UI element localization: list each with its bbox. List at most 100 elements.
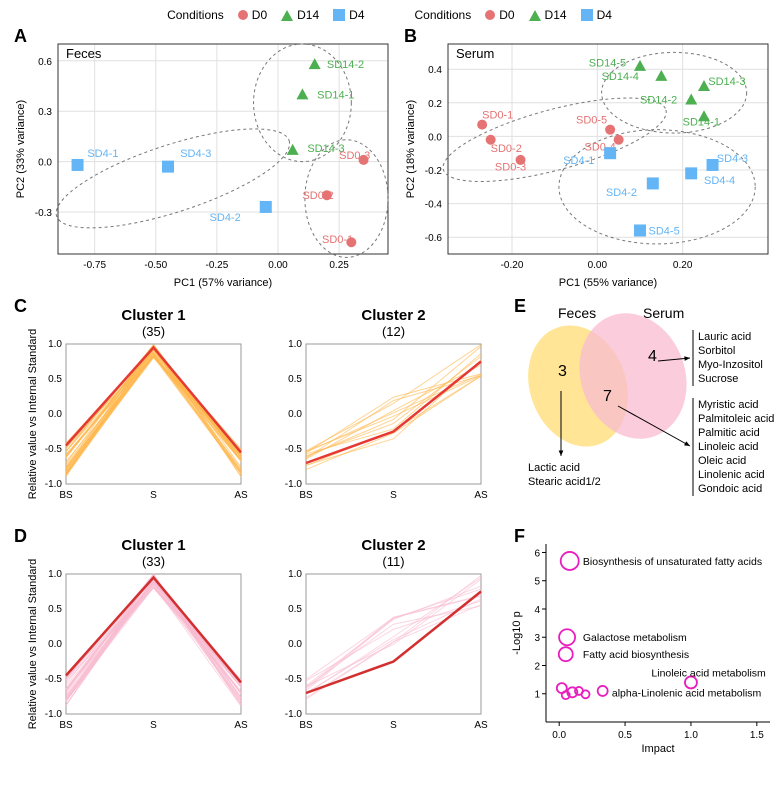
- svg-text:-0.75: -0.75: [83, 260, 106, 271]
- panel-d: DCluster 1(33)-1.0-0.50.00.51.0BSSASRela…: [8, 526, 508, 756]
- svg-text:-0.6: -0.6: [425, 233, 443, 244]
- svg-text:0.3: 0.3: [38, 107, 52, 118]
- panel-f: F0.00.51.01.5123456Biosynthesis of unsat…: [508, 526, 778, 756]
- legend-row: Conditions D0 D14 D4 Conditions D0 D14 D…: [8, 8, 771, 22]
- svg-text:Feces: Feces: [558, 305, 596, 321]
- svg-text:3: 3: [534, 633, 540, 644]
- svg-text:SD4-1: SD4-1: [563, 155, 594, 167]
- legend-feces: Conditions D0 D14 D4: [167, 8, 364, 22]
- legend-title-2: Conditions: [415, 8, 472, 22]
- svg-text:SD14-5: SD14-5: [589, 57, 626, 69]
- svg-text:0.0: 0.0: [552, 730, 566, 741]
- scatter-f: F0.00.51.01.5123456Biosynthesis of unsat…: [508, 526, 778, 756]
- svg-text:SD4-3: SD4-3: [180, 148, 211, 160]
- svg-text:Linolenic acid: Linolenic acid: [698, 469, 765, 481]
- svg-text:-0.5: -0.5: [285, 674, 303, 685]
- svg-text:Palmitoleic acid: Palmitoleic acid: [698, 413, 774, 425]
- triangle-icon: [529, 10, 541, 21]
- svg-text:SD0-1: SD0-1: [482, 110, 513, 122]
- svg-text:5: 5: [534, 577, 540, 588]
- svg-text:2: 2: [534, 661, 540, 672]
- svg-text:S: S: [150, 720, 157, 731]
- svg-text:SD14-3: SD14-3: [708, 76, 745, 88]
- svg-text:Fatty acid biosynthesis: Fatty acid biosynthesis: [583, 649, 689, 661]
- row-ab: A-0.75-0.50-0.250.000.25-0.30.00.30.6Fec…: [8, 26, 771, 296]
- svg-text:S: S: [390, 720, 397, 731]
- svg-text:AS: AS: [234, 720, 248, 731]
- legend-title: Conditions: [167, 8, 224, 22]
- svg-text:4: 4: [648, 348, 657, 365]
- triangle-icon: [281, 10, 293, 21]
- svg-text:Linoleic acid metabolism: Linoleic acid metabolism: [651, 668, 766, 680]
- svg-text:0.00: 0.00: [588, 260, 608, 271]
- svg-text:SD14-4: SD14-4: [602, 71, 639, 83]
- svg-text:1.0: 1.0: [48, 339, 62, 350]
- circle-icon: [238, 10, 248, 20]
- panel-c: CCluster 1(35)-1.0-0.50.00.51.0BSSASRela…: [8, 296, 508, 526]
- svg-text:alpha-Linolenic acid metabolis: alpha-Linolenic acid metabolism: [612, 687, 762, 699]
- svg-text:Cluster 2: Cluster 2: [361, 307, 425, 324]
- svg-text:E: E: [514, 296, 526, 316]
- svg-text:Cluster 1: Cluster 1: [121, 537, 185, 554]
- svg-text:-0.20: -0.20: [501, 260, 524, 271]
- clusters-c: CCluster 1(35)-1.0-0.50.00.51.0BSSASRela…: [8, 296, 508, 526]
- svg-text:0.0: 0.0: [288, 409, 302, 420]
- scatter-a: A-0.75-0.50-0.250.000.25-0.30.00.30.6Fec…: [8, 26, 398, 296]
- svg-text:PC2 (33% variance): PC2 (33% variance): [15, 100, 27, 198]
- svg-text:-1.0: -1.0: [45, 709, 63, 720]
- venn-e: EFecesSerum374Lauric acidSorbitolMyo-Inz…: [508, 296, 778, 526]
- svg-text:A: A: [14, 26, 27, 46]
- svg-text:BS: BS: [59, 720, 73, 731]
- svg-text:SD14-2: SD14-2: [327, 59, 364, 71]
- svg-text:S: S: [150, 490, 157, 501]
- svg-text:SD4-3: SD4-3: [717, 153, 748, 165]
- svg-text:Impact: Impact: [641, 743, 674, 755]
- svg-text:-1.0: -1.0: [285, 709, 303, 720]
- legend-serum: Conditions D0 D14 D4: [415, 8, 612, 22]
- clusters-d: DCluster 1(33)-1.0-0.50.00.51.0BSSASRela…: [8, 526, 508, 756]
- svg-text:-0.2: -0.2: [425, 166, 443, 177]
- svg-text:BS: BS: [59, 490, 73, 501]
- svg-text:PC2 (18% variance): PC2 (18% variance): [405, 100, 417, 198]
- legend-d0: D0: [238, 8, 267, 22]
- svg-text:Feces: Feces: [66, 46, 102, 61]
- svg-text:PC1 (55% variance): PC1 (55% variance): [559, 277, 657, 289]
- figure-root: Conditions D0 D14 D4 Conditions D0 D14 D…: [0, 0, 779, 764]
- svg-text:0.0: 0.0: [48, 409, 62, 420]
- svg-text:7: 7: [603, 388, 612, 405]
- square-icon: [333, 9, 345, 21]
- svg-text:6: 6: [534, 548, 540, 559]
- svg-text:-0.25: -0.25: [205, 260, 228, 271]
- svg-text:(12): (12): [382, 324, 405, 339]
- svg-text:0.2: 0.2: [428, 99, 442, 110]
- svg-text:1.0: 1.0: [684, 730, 698, 741]
- svg-text:0.5: 0.5: [288, 604, 302, 615]
- svg-text:SD0-2: SD0-2: [491, 143, 522, 155]
- svg-text:Sorbitol: Sorbitol: [698, 345, 735, 357]
- svg-text:Myristic acid: Myristic acid: [698, 399, 759, 411]
- svg-text:SD4-2: SD4-2: [606, 187, 637, 199]
- svg-text:-Log10 p: -Log10 p: [511, 611, 523, 654]
- svg-text:Stearic acid1/2: Stearic acid1/2: [528, 476, 601, 488]
- svg-text:Serum: Serum: [456, 46, 494, 61]
- legend-d4-2: D4: [581, 8, 612, 22]
- row-df: DCluster 1(33)-1.0-0.50.00.51.0BSSASRela…: [8, 526, 771, 756]
- svg-text:SD4-5: SD4-5: [649, 225, 680, 237]
- legend-d14: D14: [281, 8, 319, 22]
- svg-text:0.20: 0.20: [673, 260, 693, 271]
- svg-text:(35): (35): [142, 324, 165, 339]
- svg-text:Sucrose: Sucrose: [698, 373, 738, 385]
- svg-text:-1.0: -1.0: [45, 479, 63, 490]
- svg-text:0.6: 0.6: [38, 57, 52, 68]
- svg-text:4: 4: [534, 605, 540, 616]
- svg-text:SD4-1: SD4-1: [87, 148, 118, 160]
- svg-text:1.0: 1.0: [288, 569, 302, 580]
- svg-text:0.25: 0.25: [329, 260, 349, 271]
- legend-d14-2: D14: [529, 8, 567, 22]
- panel-e: EFecesSerum374Lauric acidSorbitolMyo-Inz…: [508, 296, 778, 526]
- row-ce: CCluster 1(35)-1.0-0.50.00.51.0BSSASRela…: [8, 296, 771, 526]
- svg-text:AS: AS: [234, 490, 248, 501]
- svg-text:SD0-3: SD0-3: [495, 162, 526, 174]
- svg-text:F: F: [514, 526, 525, 546]
- panel-b: B-0.200.000.20-0.6-0.4-0.20.00.20.4Serum…: [398, 26, 778, 296]
